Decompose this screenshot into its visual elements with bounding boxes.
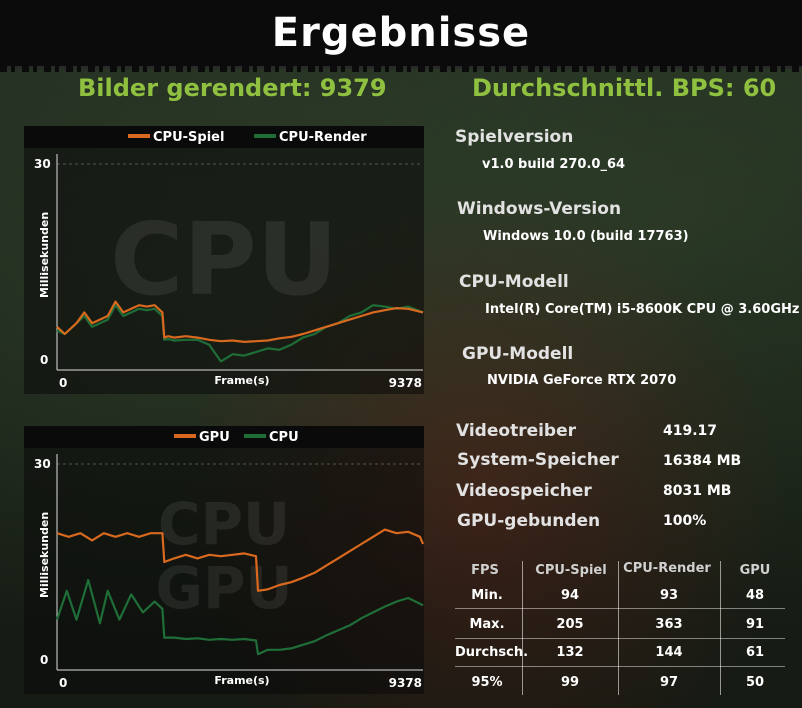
info-value-windows-version: Windows 10.0 (build 17763) <box>483 229 689 244</box>
spec-value-system-memory: 16384 MB <box>663 453 742 469</box>
table-row-label: 95% <box>471 675 503 690</box>
fps-stats-table: FPS CPU-Spiel CPU-Render GPU Min. 94 93 … <box>455 559 785 699</box>
table-header: FPS <box>471 563 499 578</box>
row-divider <box>455 638 785 639</box>
y-tick-label: 30 <box>34 457 51 471</box>
table-cell: 132 <box>556 645 584 660</box>
chart-watermark: CPU <box>110 201 338 318</box>
average-fps-headline: Durchschnittl. BPS: 60 <box>472 74 777 102</box>
legend-item-cpu-game: CPU-Spiel <box>128 130 224 145</box>
legend-item-gpu: GPU <box>174 430 230 445</box>
column-divider <box>522 561 523 695</box>
y-axis-label: Millisekunden <box>38 211 51 298</box>
y-axis-label: Millisekunden <box>38 511 51 598</box>
banner-edge <box>0 66 802 72</box>
table-row-label: Min. <box>471 588 503 603</box>
info-label-gpu-model: GPU-Modell <box>462 344 574 364</box>
spec-value-video-memory: 8031 MB <box>663 483 732 499</box>
table-cell: 50 <box>745 675 765 690</box>
spec-label-system-memory: System-Speicher <box>457 450 619 470</box>
info-value-game-version: v1.0 build 270.0_64 <box>482 157 626 172</box>
table-cell: 97 <box>659 675 679 690</box>
table-cell: 48 <box>745 588 765 603</box>
series-line-gpu <box>56 528 424 592</box>
gpu-cpu-frametime-chart: GPU CPU CPU GPU 30 0 0 9378 Frame(s) Milliseku… <box>24 426 424 694</box>
x-tick-label: 9378 <box>389 676 422 690</box>
column-divider <box>720 561 721 695</box>
x-tick-label: 0 <box>59 376 67 390</box>
info-label-game-version: Spielversion <box>455 127 574 147</box>
series-line-cpu-spiel <box>56 300 424 343</box>
info-value-cpu-model: Intel(R) Core(TM) i5-8600K CPU @ 3.60GHz <box>485 302 800 317</box>
spec-value-video-driver: 419.17 <box>663 423 718 439</box>
legend-swatch-orange <box>174 433 196 438</box>
table-cell: 99 <box>560 675 580 690</box>
row-divider <box>455 608 785 609</box>
row-divider <box>455 666 785 667</box>
table-cell: 93 <box>659 588 679 603</box>
table-cell: 363 <box>655 617 683 632</box>
x-tick-label: 0 <box>59 676 67 690</box>
column-divider <box>618 561 619 695</box>
spec-label-video-memory: Videospeicher <box>456 481 592 501</box>
x-axis-label: Frame(s) <box>214 374 269 387</box>
y-tick-label: 0 <box>40 653 48 667</box>
info-value-gpu-model: NVIDIA GeForce RTX 2070 <box>487 373 677 388</box>
chart-legend: GPU CPU <box>24 426 424 448</box>
legend-swatch-green <box>254 133 276 138</box>
table-cell: 205 <box>556 617 584 632</box>
table-cell: 91 <box>745 617 765 632</box>
y-tick-label: 30 <box>34 157 51 171</box>
legend-item-cpu: CPU <box>244 430 299 445</box>
legend-swatch-orange <box>128 133 150 138</box>
chart-watermark: CPU <box>158 490 290 558</box>
y-tick-label: 0 <box>40 353 48 367</box>
table-cell: 144 <box>655 645 683 660</box>
table-header: CPU-Spiel <box>535 563 607 578</box>
info-label-cpu-model: CPU-Modell <box>459 272 569 292</box>
x-axis-label: Frame(s) <box>214 674 269 687</box>
legend-swatch-green <box>244 433 266 438</box>
table-cell: 94 <box>560 588 580 603</box>
legend-label: CPU-Render <box>279 130 367 145</box>
table-row-label: Durchsch. <box>455 645 529 660</box>
legend-label: CPU-Spiel <box>153 130 225 145</box>
table-cell: 61 <box>745 645 765 660</box>
table-header: CPU-Render <box>623 561 711 576</box>
legend-label: CPU <box>269 430 299 445</box>
chart-plot-area: CPU 30 00 9378 Frame(s) <box>34 154 424 390</box>
spec-value-gpu-bound: 100% <box>663 513 707 529</box>
spec-label-gpu-bound: GPU-gebunden <box>457 511 601 531</box>
x-tick-label: 9378 <box>389 376 422 390</box>
table-header: GPU <box>739 563 771 578</box>
series-line-cpu <box>55 578 424 656</box>
series-line-cpu-render <box>56 304 424 363</box>
info-label-windows-version: Windows-Version <box>457 199 622 219</box>
spec-label-video-driver: Videotreiber <box>456 421 577 441</box>
legend-label: GPU <box>199 430 230 445</box>
title-banner: Ergebnisse <box>0 0 802 72</box>
frames-rendered-headline: Bilder gerendert: 9379 <box>78 74 387 102</box>
page-title: Ergebnisse <box>271 10 531 56</box>
table-row-label: Max. <box>469 617 505 632</box>
